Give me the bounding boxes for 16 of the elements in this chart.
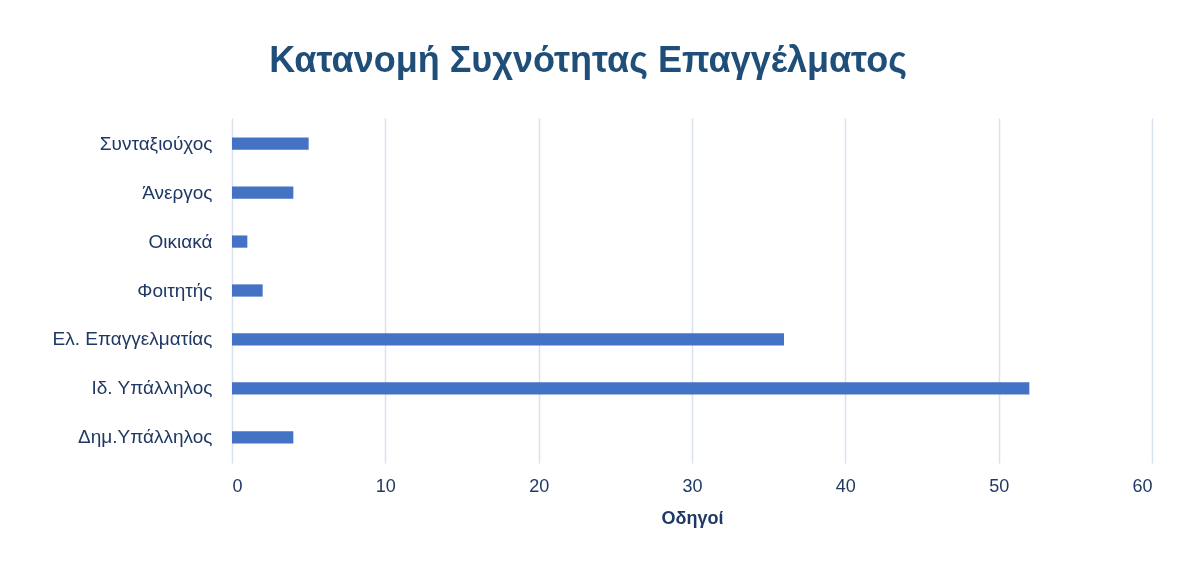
y-tick-label: Άνεργος bbox=[142, 181, 213, 203]
chart-title: Κατανομή Συχνότητας Επαγγέλματος bbox=[269, 39, 907, 80]
x-tick-label: 0 bbox=[232, 475, 243, 496]
y-tick-label: Ιδ. Υπάλληλος bbox=[91, 377, 213, 399]
x-tick-label: 10 bbox=[375, 475, 396, 496]
y-tick-label: Ελ. Επαγγελματίας bbox=[52, 328, 213, 350]
y-tick-label: Συνταξιούχος bbox=[99, 132, 213, 154]
x-axis-title: Οδηγοί bbox=[661, 507, 724, 528]
x-tick-label: 20 bbox=[529, 475, 550, 496]
y-tick-label: Δημ.Υπάλληλος bbox=[78, 426, 213, 448]
x-tick-label: 30 bbox=[682, 475, 703, 496]
x-tick-label: 60 bbox=[1132, 475, 1153, 496]
y-tick-label: Οικιακά bbox=[148, 230, 213, 252]
y-tick-label: Φοιτητής bbox=[137, 279, 213, 301]
x-tick-label: 40 bbox=[835, 475, 856, 496]
x-tick-label: 50 bbox=[989, 475, 1010, 496]
